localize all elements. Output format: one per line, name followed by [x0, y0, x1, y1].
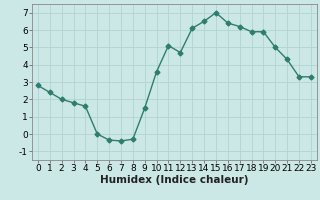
X-axis label: Humidex (Indice chaleur): Humidex (Indice chaleur) — [100, 175, 249, 185]
